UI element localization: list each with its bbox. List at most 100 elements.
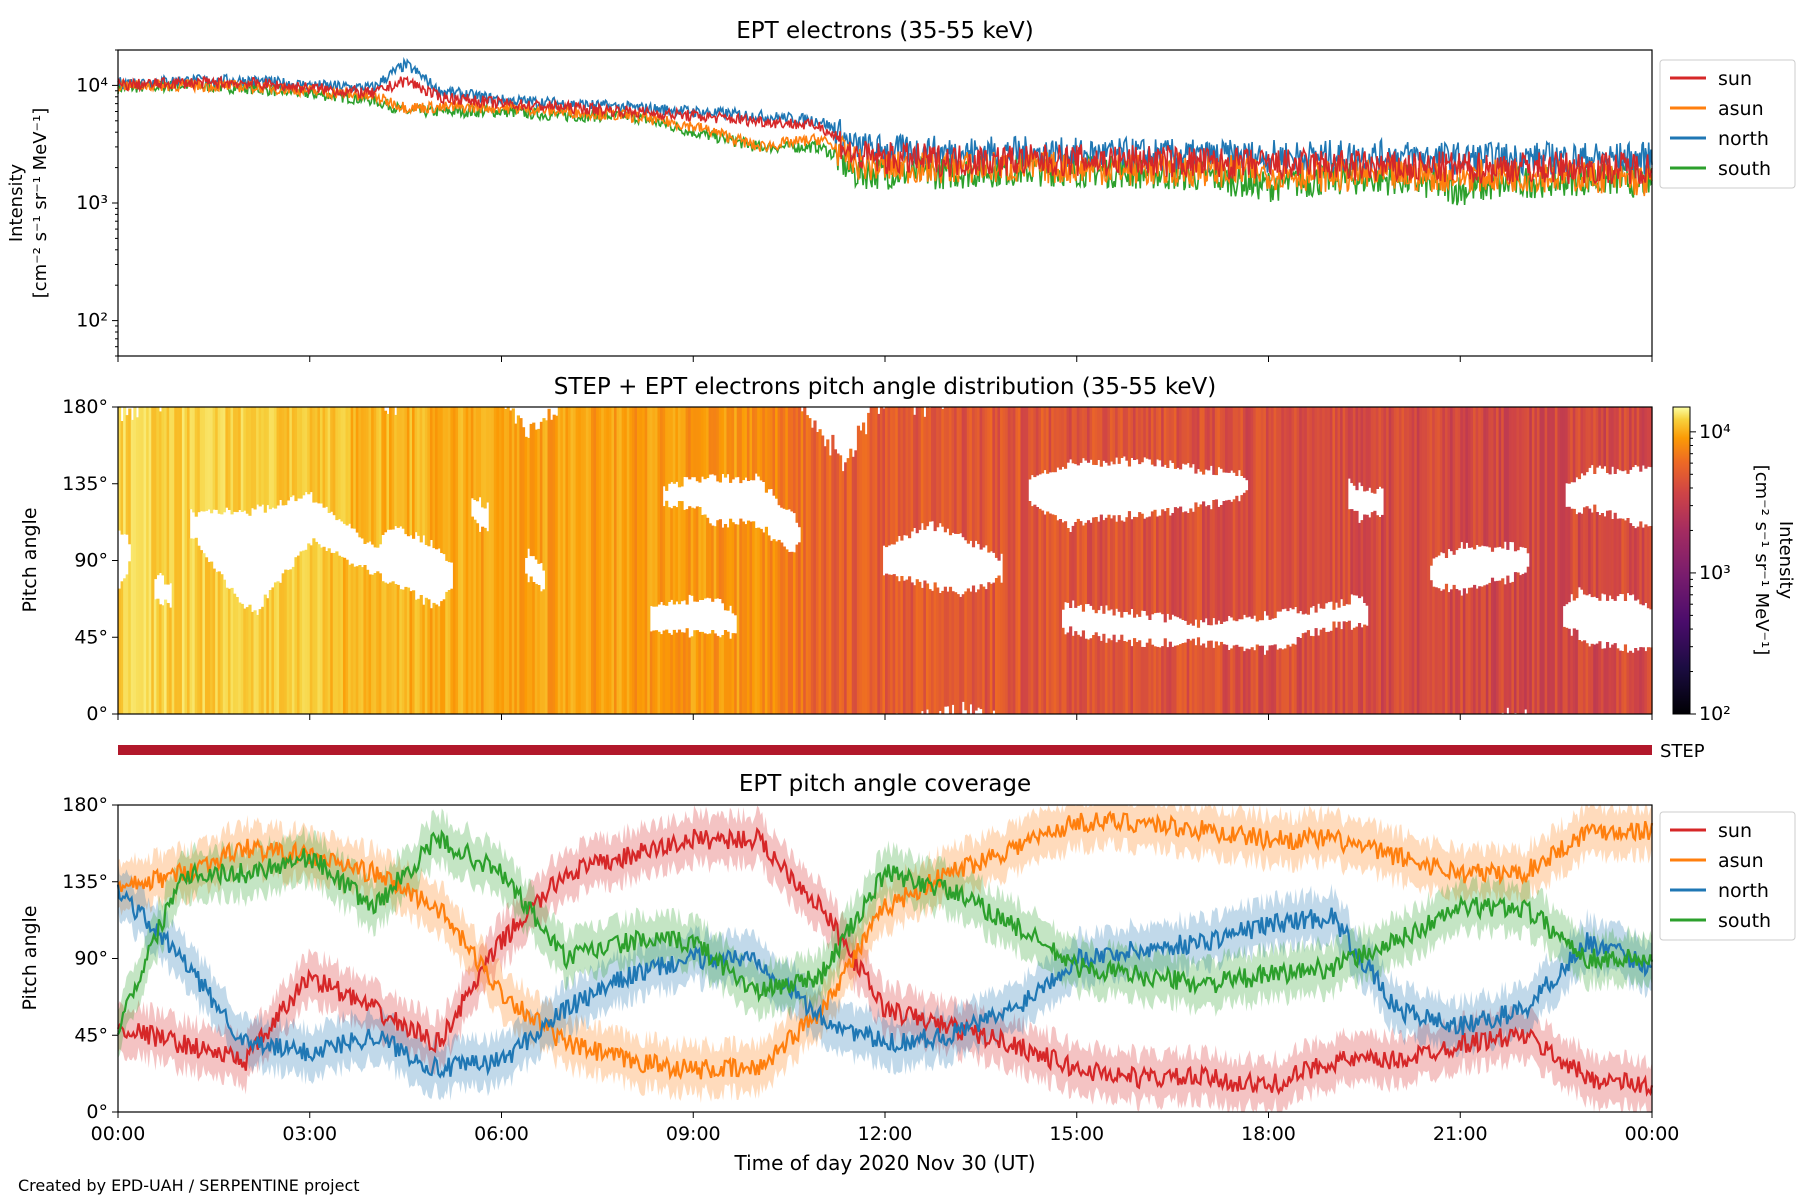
pad-heatmap-cell [1355, 407, 1359, 491]
pad-heatmap-cell [987, 582, 991, 714]
pad-heatmap-cell [1350, 407, 1354, 484]
pad-heatmap-cell [1260, 407, 1264, 621]
pad-heatmap-cell [327, 548, 331, 714]
pad-heatmap-cell [736, 524, 740, 714]
pad-heatmap-cell [1360, 520, 1364, 597]
pad-heatmap-cell [1058, 519, 1063, 714]
pad-heatmap-cell [762, 407, 766, 482]
pad-heatmap-cell [1649, 526, 1653, 610]
pad-heatmap-cell [644, 407, 648, 714]
pad-heatmap-cell [619, 407, 623, 714]
pad-heatmap-cell [399, 589, 403, 714]
pad-heatmap-cell [700, 407, 705, 477]
pad-heatmap-cell [966, 407, 970, 544]
pad-heatmap-cell [557, 407, 561, 714]
pad-heatmap-cell [279, 582, 283, 714]
pad-heatmap-cell [984, 589, 988, 714]
pad-heatmap-cell [314, 541, 319, 714]
pad-heatmap-cell [181, 407, 186, 714]
pad-heatmap-cell [642, 407, 646, 714]
pad-heatmap-cell [683, 407, 687, 477]
pad-heatmap-cell [1253, 650, 1257, 714]
pad-heatmap-cell [396, 584, 400, 714]
pad-heatmap-cell [670, 407, 674, 483]
pad-heatmap-cell [414, 599, 418, 714]
pad-heatmap-cell [1199, 645, 1203, 714]
pad-heatmap-cell [601, 407, 605, 714]
pad-heatmap-cell [1166, 407, 1170, 468]
pad-heatmap-cell [314, 407, 319, 503]
pad-heatmap-cell [1588, 508, 1592, 595]
pad-heatmap-cell [918, 581, 922, 714]
pad-heatmap-cell [900, 576, 904, 714]
pad-heatmap-cell [905, 579, 909, 714]
pad-heatmap-cell [1554, 407, 1559, 714]
pad-heatmap-cell [1173, 407, 1178, 469]
pad-y-tick-label: 90° [74, 550, 108, 572]
pad-heatmap-cell [583, 407, 587, 714]
pad-heatmap-cell [1020, 407, 1024, 714]
pad-y-ticks: 0° 45° 90° 135° 180° [62, 396, 118, 725]
pad-heatmap-cell [1099, 407, 1103, 467]
pad-heatmap-cell [977, 407, 981, 545]
pad-heatmap-cell [1163, 511, 1167, 623]
pad-heatmap-cell [1317, 635, 1321, 714]
pad-heatmap-cell [550, 419, 554, 714]
pad-heatmap-cell [371, 574, 375, 714]
pad-heatmap-cell [741, 407, 745, 481]
coverage-legend-label-asun: asun [1718, 850, 1764, 872]
pad-heatmap-cell [1370, 407, 1374, 493]
pad-heatmap-cell [931, 407, 935, 522]
pad-heatmap-cell [867, 412, 871, 714]
pad-heatmap-cell [1202, 407, 1206, 475]
pad-heatmap-cell [1235, 407, 1239, 476]
pad-heatmap-cell [243, 407, 247, 511]
pad-heatmap-cell [1237, 501, 1241, 620]
pad-heatmap-cell [1634, 407, 1638, 465]
pad-heatmap-cell [780, 407, 784, 508]
pad-heatmap-cell [780, 542, 784, 714]
pad-heatmap-cell [1327, 407, 1331, 603]
pad-heatmap-cell [486, 531, 490, 714]
pad-heatmap-cell [299, 407, 303, 499]
pad-heatmap-cell [1327, 631, 1331, 714]
pad-heatmap-cell [345, 559, 349, 714]
pad-heatmap-cell [851, 456, 855, 714]
pad-heatmap-cell [366, 569, 370, 714]
pad-heatmap-cell [1084, 522, 1088, 605]
pad-heatmap-cell [1069, 626, 1073, 714]
pad-heatmap-cell [422, 604, 426, 714]
pad-heatmap-cell [399, 407, 403, 527]
pad-heatmap-cell [1130, 519, 1134, 609]
pad-heatmap-cell [1531, 407, 1535, 714]
pad-heatmap-cell [1207, 640, 1211, 714]
pad-heatmap-cell [1191, 638, 1195, 714]
pad-heatmap-cell [1094, 632, 1098, 714]
pad-heatmap-cell [478, 407, 482, 498]
pad-heatmap-cell [1332, 407, 1336, 610]
pad-heatmap-cell [253, 407, 257, 510]
pad-heatmap-cell [741, 521, 745, 714]
pad-heatmap-cell [703, 633, 707, 714]
pad-heatmap-cell [409, 591, 413, 714]
pad-heatmap-cell [1375, 515, 1380, 714]
pad-heatmap-cell [1153, 646, 1157, 714]
pad-heatmap-cell [1488, 407, 1492, 548]
pad-heatmap-cell [1051, 514, 1055, 714]
pad-heatmap-cell [869, 407, 873, 714]
pad-heatmap-cell [1214, 407, 1218, 476]
pad-heatmap-cell [529, 423, 533, 557]
pad-heatmap-cell [680, 632, 684, 714]
pad-heatmap-cell [685, 628, 689, 714]
pad-heatmap-cell [1196, 637, 1201, 714]
pad-heatmap-cell [481, 407, 485, 508]
pad-heatmap-cell [368, 574, 372, 714]
pad-heatmap-cell [521, 427, 526, 714]
pad-heatmap-cell [1557, 407, 1561, 714]
coverage-x-tick-label: 15:00 [1049, 1123, 1104, 1145]
pad-heatmap-cell [790, 551, 794, 714]
pad-heatmap-cell [1225, 500, 1229, 622]
pad-heatmap-cell [567, 407, 572, 714]
pad-heatmap-cell [164, 599, 168, 714]
pad-heatmap-cell [723, 407, 728, 478]
